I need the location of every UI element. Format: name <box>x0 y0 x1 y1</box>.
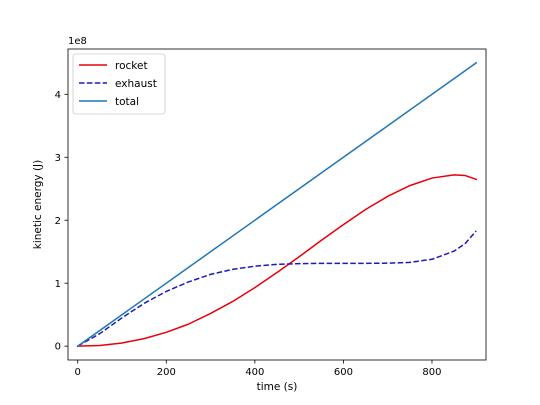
x-tick-label: 0 <box>75 367 81 378</box>
x-tick-label: 400 <box>245 367 264 378</box>
y-tick-label: 0 <box>55 342 61 353</box>
series-line-total <box>76 61 478 348</box>
legend-label-total: total <box>115 96 139 108</box>
x-tick-label: 800 <box>422 367 441 378</box>
series-layer <box>76 61 478 348</box>
y-axis-offset-label: 1e8 <box>68 36 87 47</box>
legend-label-rocket: rocket <box>115 60 148 72</box>
legend: rocket exhaust total <box>72 53 166 115</box>
y-tick-label: 4 <box>55 90 61 101</box>
series-line-exhaust <box>77 230 477 347</box>
plot-frame <box>67 48 487 361</box>
legend-box <box>72 53 166 115</box>
y-tick-label: 1 <box>55 279 61 290</box>
y-tick-label: 3 <box>55 153 61 164</box>
x-tick-label: 200 <box>157 367 176 378</box>
x-axis: 0 200 400 600 800 <box>75 360 442 378</box>
x-tick-label: 600 <box>334 367 353 378</box>
y-axis-label: kinetic energy (J) <box>32 160 44 249</box>
y-tick-label: 2 <box>55 216 61 227</box>
x-axis-label: time (s) <box>257 381 298 393</box>
y-axis: 0 1 2 3 4 <box>55 90 68 353</box>
legend-label-exhaust: exhaust <box>115 78 157 90</box>
